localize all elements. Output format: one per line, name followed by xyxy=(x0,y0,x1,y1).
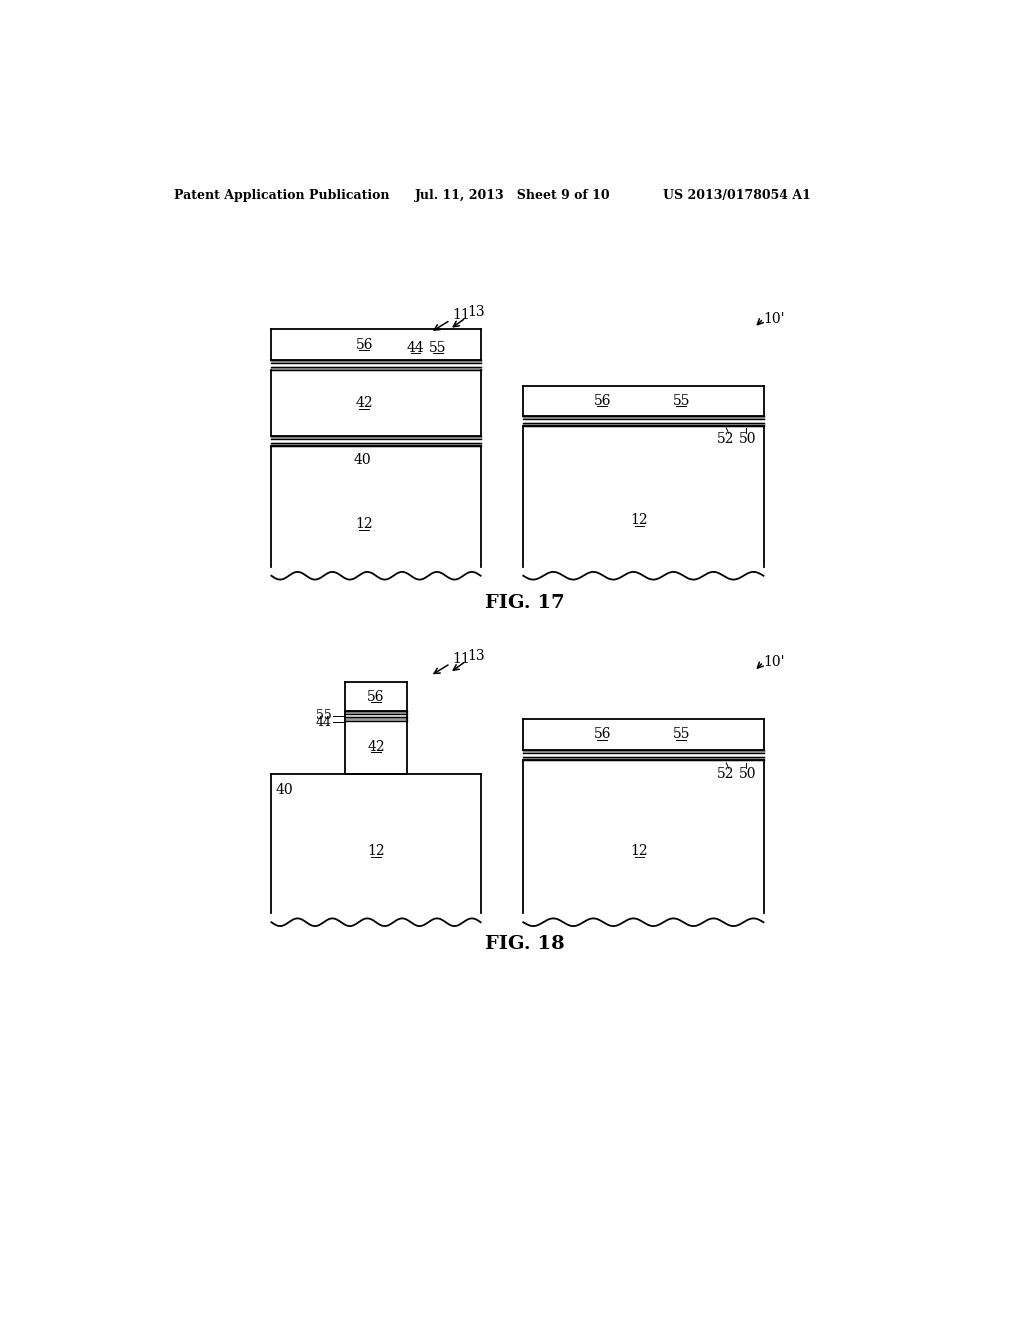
Text: FIG. 17: FIG. 17 xyxy=(485,594,564,612)
Bar xyxy=(523,719,764,750)
Text: 55: 55 xyxy=(673,727,690,742)
Text: 10': 10' xyxy=(764,655,785,669)
Bar xyxy=(523,750,764,752)
Text: 11: 11 xyxy=(452,652,470,665)
Text: 55: 55 xyxy=(316,709,332,722)
Text: 13: 13 xyxy=(467,305,485,319)
Bar xyxy=(523,756,764,760)
Text: 56: 56 xyxy=(368,689,385,704)
Text: 56: 56 xyxy=(355,338,373,351)
Bar xyxy=(345,714,407,718)
Text: 55: 55 xyxy=(429,341,446,355)
Text: 40: 40 xyxy=(353,453,371,467)
Bar xyxy=(523,416,764,420)
Text: Jul. 11, 2013   Sheet 9 of 10: Jul. 11, 2013 Sheet 9 of 10 xyxy=(415,189,610,202)
Bar xyxy=(345,711,407,714)
Text: 44: 44 xyxy=(407,341,424,355)
Text: 50: 50 xyxy=(739,433,757,446)
Bar xyxy=(271,370,480,436)
Text: 40: 40 xyxy=(275,783,293,797)
Bar xyxy=(523,420,764,424)
Bar xyxy=(523,424,764,426)
Bar xyxy=(345,682,407,711)
Text: 44: 44 xyxy=(315,715,332,729)
Bar xyxy=(271,442,480,446)
Bar xyxy=(271,360,480,363)
Text: 52: 52 xyxy=(717,433,734,446)
Text: FIG. 18: FIG. 18 xyxy=(485,935,564,953)
Text: 52: 52 xyxy=(717,767,734,781)
Bar xyxy=(271,436,480,438)
Bar xyxy=(271,363,480,367)
Text: 10': 10' xyxy=(764,312,785,326)
Text: 13: 13 xyxy=(467,649,485,663)
Bar xyxy=(523,752,764,756)
Bar xyxy=(271,438,480,442)
Text: Patent Application Publication: Patent Application Publication xyxy=(174,189,390,202)
Text: US 2013/0178054 A1: US 2013/0178054 A1 xyxy=(663,189,811,202)
Text: 42: 42 xyxy=(355,396,373,411)
Text: 56: 56 xyxy=(594,727,611,742)
Text: 12: 12 xyxy=(631,513,648,527)
Text: 12: 12 xyxy=(631,845,648,858)
Bar xyxy=(345,718,407,721)
Text: 56: 56 xyxy=(594,393,611,408)
Text: 12: 12 xyxy=(368,845,385,858)
Bar xyxy=(271,367,480,370)
Text: 42: 42 xyxy=(368,739,385,754)
Text: 55: 55 xyxy=(673,393,690,408)
Text: 50: 50 xyxy=(739,767,757,781)
Text: 12: 12 xyxy=(355,517,373,531)
Bar xyxy=(523,385,764,416)
Bar xyxy=(345,721,407,775)
Text: 11: 11 xyxy=(452,309,470,322)
Bar xyxy=(271,330,480,360)
